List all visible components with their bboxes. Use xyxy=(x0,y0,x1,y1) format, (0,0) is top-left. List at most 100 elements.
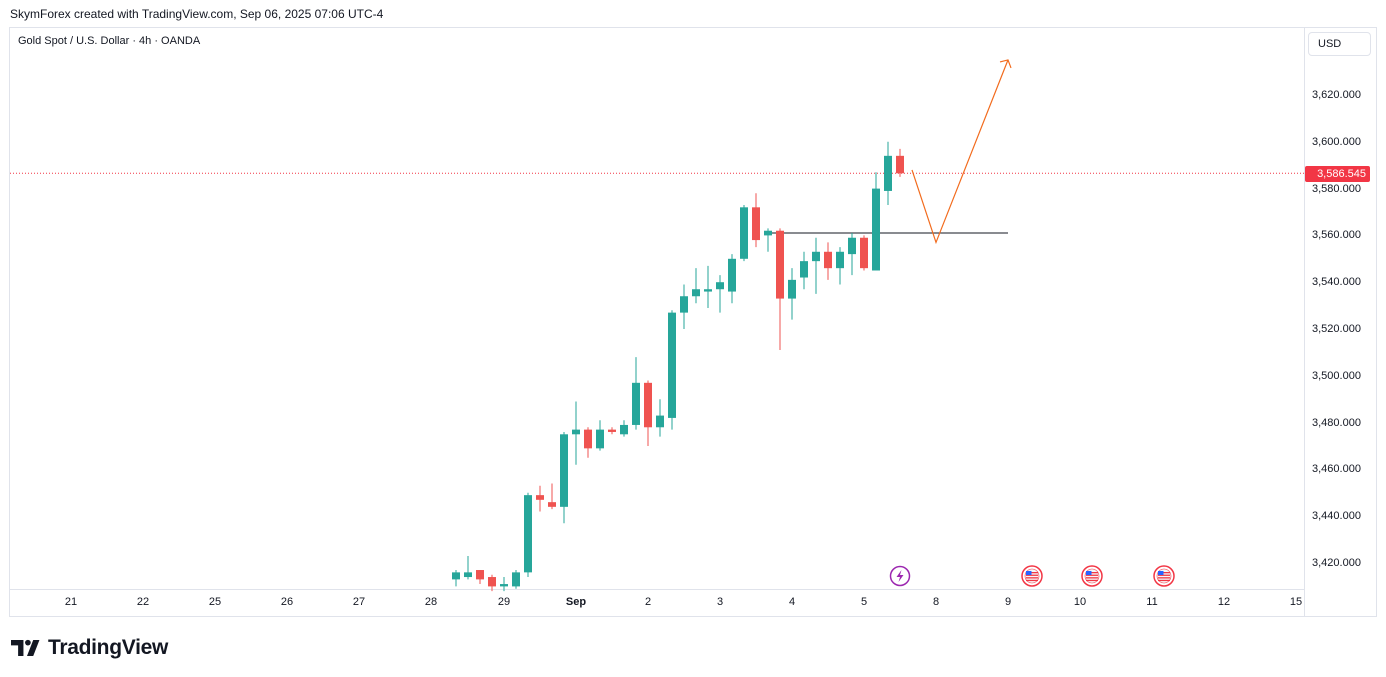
candle[interactable] xyxy=(536,485,544,512)
candle-body xyxy=(764,230,772,236)
candle[interactable] xyxy=(500,577,508,592)
candle[interactable] xyxy=(572,401,580,465)
candle[interactable] xyxy=(728,254,736,304)
last-price-tag: 3,586.545 xyxy=(1305,166,1370,182)
time-tick-label: 22 xyxy=(136,596,150,608)
symbol-legend[interactable]: Gold Spot / U.S. Dollar · 4h · OANDA xyxy=(18,35,201,47)
candle[interactable] xyxy=(488,574,496,592)
time-tick-label: 26 xyxy=(280,596,294,608)
price-tick-label: 3,500.000 xyxy=(1312,369,1361,382)
candle-body xyxy=(548,502,556,507)
candle-body xyxy=(872,188,880,271)
candle-body xyxy=(716,282,724,290)
candle-body xyxy=(752,207,760,241)
candle-body xyxy=(488,577,496,587)
candle-body xyxy=(500,584,508,587)
price-tick-label: 3,440.000 xyxy=(1312,510,1361,523)
candle[interactable] xyxy=(524,492,532,578)
time-tick-label: 27 xyxy=(352,596,366,608)
candle[interactable] xyxy=(704,265,712,308)
candle[interactable] xyxy=(692,268,700,304)
candle[interactable] xyxy=(716,275,724,313)
candle[interactable] xyxy=(872,172,880,271)
candle[interactable] xyxy=(788,268,796,320)
chart-frame[interactable] xyxy=(9,27,1377,617)
candle-body xyxy=(476,570,484,580)
candle[interactable] xyxy=(884,141,892,205)
candle-body xyxy=(824,251,832,269)
candle-body xyxy=(596,429,604,449)
us-flag-event-icon[interactable] xyxy=(1081,565,1103,587)
candle[interactable] xyxy=(740,204,748,262)
candle[interactable] xyxy=(584,427,592,458)
candle[interactable] xyxy=(752,193,760,248)
candle[interactable] xyxy=(776,228,784,351)
candle[interactable] xyxy=(608,427,616,435)
candle-body xyxy=(848,237,856,255)
price-tick-label: 3,560.000 xyxy=(1312,229,1361,242)
candle-body xyxy=(668,312,676,418)
lightning-event-icon[interactable] xyxy=(889,565,911,587)
currency-button[interactable]: USD xyxy=(1308,32,1371,56)
projection-path[interactable] xyxy=(911,59,1009,245)
candle-body xyxy=(644,382,652,428)
candle[interactable] xyxy=(800,251,808,290)
candle-body xyxy=(536,495,544,500)
candle-body xyxy=(800,261,808,278)
candle[interactable] xyxy=(680,284,688,329)
us-flag-event-icon[interactable] xyxy=(1021,565,1043,587)
candle[interactable] xyxy=(632,357,640,430)
price-tick-label: 3,600.000 xyxy=(1312,135,1361,148)
time-tick-label: 25 xyxy=(208,596,222,608)
candle[interactable] xyxy=(812,237,820,294)
candle[interactable] xyxy=(824,242,832,280)
candle-body xyxy=(560,434,568,507)
candle[interactable] xyxy=(512,570,520,589)
time-tick-label: 11 xyxy=(1146,596,1158,608)
time-tick-label: 5 xyxy=(860,596,868,608)
candle-body xyxy=(728,258,736,292)
time-tick-label: 12 xyxy=(1217,596,1231,608)
tradingview-logo-icon xyxy=(11,639,40,656)
candle[interactable] xyxy=(848,233,856,276)
candle[interactable] xyxy=(596,420,604,451)
candle-body xyxy=(572,429,580,435)
time-tick-label: 4 xyxy=(788,596,796,608)
candle-body xyxy=(860,237,868,269)
candle[interactable] xyxy=(896,148,904,177)
candle[interactable] xyxy=(452,570,460,587)
candle-body xyxy=(740,207,748,259)
time-tick-label: 3 xyxy=(716,596,724,608)
brand-name: TradingView xyxy=(48,636,169,659)
candle-body xyxy=(608,429,616,432)
candle-body xyxy=(464,572,472,578)
candle-body xyxy=(836,251,844,269)
price-tick-label: 3,620.000 xyxy=(1312,89,1361,101)
candle-body xyxy=(632,382,640,425)
time-tick-label: 8 xyxy=(932,596,940,608)
candle-body xyxy=(524,495,532,573)
us-flag-event-icon[interactable] xyxy=(1153,565,1175,587)
candle-body xyxy=(452,572,460,580)
candle[interactable] xyxy=(764,228,772,252)
candle[interactable] xyxy=(464,555,472,580)
brand[interactable]: TradingView xyxy=(11,636,168,660)
candle[interactable] xyxy=(860,235,868,271)
candle[interactable] xyxy=(548,483,556,510)
candle-body xyxy=(692,289,700,297)
candle[interactable] xyxy=(836,247,844,285)
candle-body xyxy=(680,296,688,313)
candle[interactable] xyxy=(476,570,484,585)
time-tick-label: 15 xyxy=(1289,596,1303,608)
price-tick-label: 3,520.000 xyxy=(1312,323,1361,335)
candle[interactable] xyxy=(656,399,664,437)
candle[interactable] xyxy=(644,380,652,446)
time-tick-label: Sep xyxy=(565,596,587,608)
candle[interactable] xyxy=(620,420,628,437)
price-tick-label: 3,540.000 xyxy=(1312,276,1361,289)
candle-body xyxy=(584,429,592,449)
candle[interactable] xyxy=(560,431,568,524)
projection-arrowhead-icon xyxy=(999,59,1012,69)
candle[interactable] xyxy=(668,310,676,430)
